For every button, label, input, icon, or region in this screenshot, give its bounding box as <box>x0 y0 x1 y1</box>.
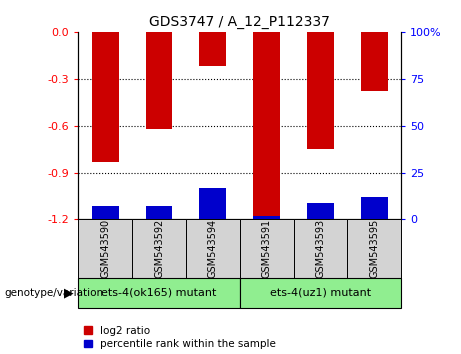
Title: GDS3747 / A_12_P112337: GDS3747 / A_12_P112337 <box>149 16 330 29</box>
Text: GSM543594: GSM543594 <box>208 219 218 278</box>
Text: GSM543593: GSM543593 <box>315 219 325 278</box>
Text: GSM543592: GSM543592 <box>154 219 164 278</box>
Bar <box>92 206 118 219</box>
Text: GSM543590: GSM543590 <box>100 219 110 278</box>
Text: GSM543591: GSM543591 <box>261 219 272 278</box>
Bar <box>146 206 172 219</box>
Text: ets-4(uz1) mutant: ets-4(uz1) mutant <box>270 288 371 298</box>
Bar <box>361 197 388 219</box>
Text: ets-4(ok165) mutant: ets-4(ok165) mutant <box>101 288 217 298</box>
Text: GSM543595: GSM543595 <box>369 219 379 278</box>
Bar <box>307 202 334 219</box>
Bar <box>146 32 172 129</box>
Legend: log2 ratio, percentile rank within the sample: log2 ratio, percentile rank within the s… <box>83 326 276 349</box>
Bar <box>199 32 226 66</box>
Bar <box>92 32 118 162</box>
Bar <box>199 188 226 219</box>
Bar <box>253 216 280 219</box>
Bar <box>361 32 388 91</box>
Text: genotype/variation: genotype/variation <box>5 288 104 298</box>
Bar <box>307 32 334 149</box>
Bar <box>253 32 280 216</box>
Text: ▶: ▶ <box>64 286 74 299</box>
